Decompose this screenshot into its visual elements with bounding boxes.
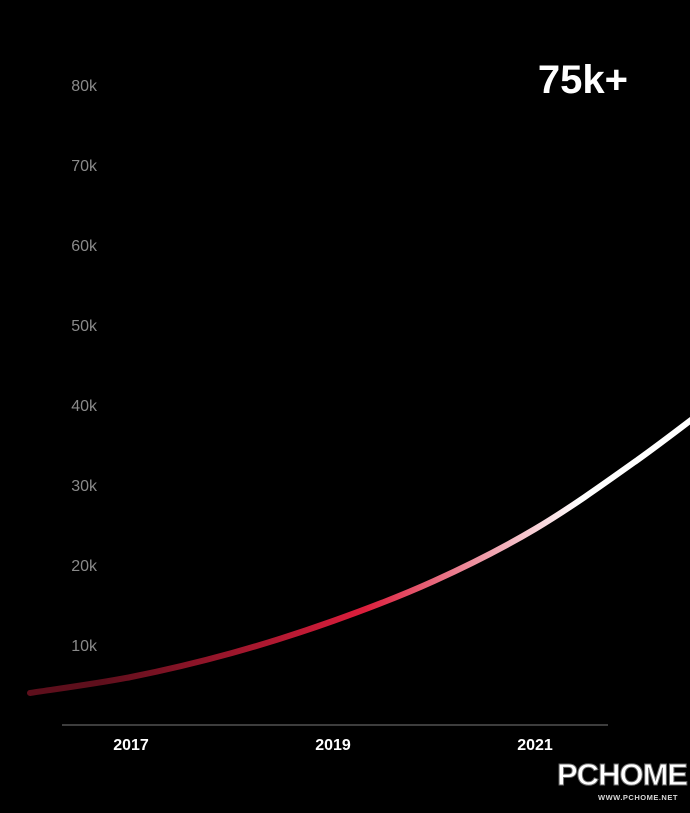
y-tick-label: 40k	[71, 398, 98, 415]
y-tick-label: 60k	[71, 238, 98, 255]
watermark-main-text: PCHOME	[557, 757, 687, 792]
y-axis-ticks: 10k 20k 30k 40k 50k 60k 70k 80k	[71, 78, 98, 655]
watermark-sub-text: WWW.PCHOME.NET	[598, 793, 678, 802]
y-tick-label: 50k	[71, 318, 98, 335]
y-tick-label: 10k	[71, 638, 98, 655]
y-tick-label: 80k	[71, 78, 98, 95]
y-tick-label: 30k	[71, 478, 98, 495]
pchome-watermark-logo: PCHOME WWW.PCHOME.NET	[557, 757, 689, 803]
series-line	[27, 417, 690, 696]
x-axis-ticks: 20172019202120232025	[113, 737, 553, 754]
y-tick-label: 20k	[71, 558, 98, 575]
x-tick-label: 2021	[517, 737, 553, 754]
x-tick-label: 2019	[315, 737, 351, 754]
y-tick-label: 70k	[71, 158, 98, 175]
x-tick-label: 2017	[113, 737, 149, 754]
peak-value-callout: 75k+	[538, 58, 628, 102]
